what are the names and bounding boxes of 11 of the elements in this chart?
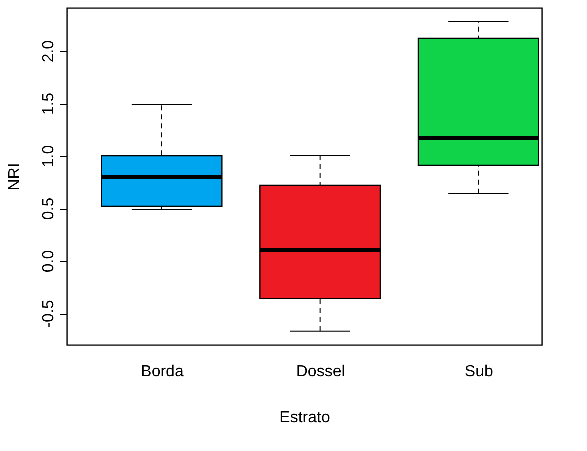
x-tick-label: Borda bbox=[141, 364, 184, 380]
y-tick-label: 0.0 bbox=[40, 250, 58, 273]
y-tick-label: 2.0 bbox=[40, 40, 58, 63]
y-tick-label: 1.5 bbox=[40, 92, 58, 116]
x-tick-label: Sub bbox=[464, 364, 494, 380]
y-tick-label: -0.5 bbox=[40, 300, 58, 328]
y-axis-title: NRI bbox=[6, 163, 24, 191]
y-tick-label: 1.0 bbox=[40, 145, 58, 168]
x-axis-title: Estrato bbox=[280, 410, 330, 426]
y-tick-label: 0.5 bbox=[40, 198, 58, 220]
x-tick-label: Dossel bbox=[296, 364, 346, 380]
